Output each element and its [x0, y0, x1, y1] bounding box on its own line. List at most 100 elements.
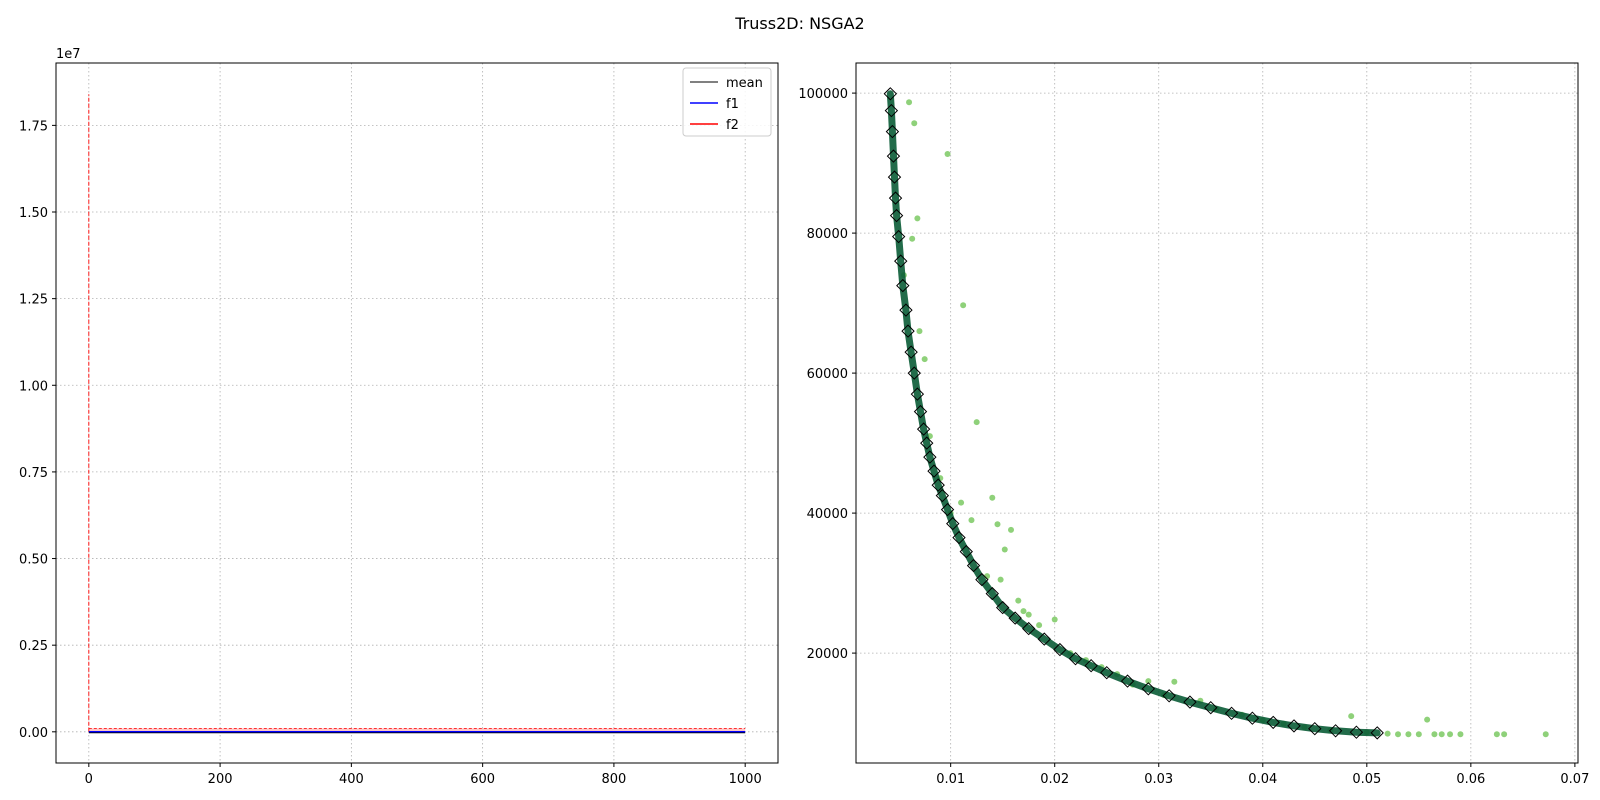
front-point — [1328, 724, 1343, 738]
front-point — [959, 544, 973, 559]
left-y-scale-label: 1e7 — [56, 47, 81, 62]
population-point — [989, 494, 996, 501]
population-point — [1051, 616, 1058, 623]
front-point — [1084, 658, 1098, 673]
left-ticks: 0 200 400 600 800 1000 0.00 0.25 0.50 0.75 1.00 1.2… — [19, 119, 762, 787]
population-point — [911, 120, 918, 127]
population-point — [960, 302, 967, 309]
population-point — [1438, 731, 1445, 738]
left-series-area — [88, 94, 746, 734]
x-tick-label: 400 — [339, 772, 364, 787]
x-tick-label: 200 — [208, 772, 233, 787]
figure-title: Truss2D: NSGA2 — [734, 14, 864, 33]
front-point — [1183, 695, 1197, 709]
front-point — [1349, 725, 1364, 739]
front-point — [1008, 611, 1022, 625]
population-point — [958, 499, 965, 506]
front-point — [1162, 689, 1176, 703]
front-point — [1204, 700, 1218, 715]
right-grid — [856, 63, 1578, 763]
legend-label-f2: f2 — [726, 118, 739, 133]
population-point — [906, 99, 913, 106]
legend-box — [682, 67, 772, 137]
population-point — [1171, 678, 1178, 685]
population-point — [1542, 731, 1549, 738]
population-point — [1405, 731, 1412, 738]
population-point — [916, 328, 923, 335]
pareto-scatter-chart: 0.01 0.02 0.03 0.04 0.05 0.06 0.07 20000 40000 60… — [798, 62, 1589, 787]
front-point — [910, 387, 925, 401]
right-ticks: 0.01 0.02 0.03 0.04 0.05 0.06 0.07 20000 40000 60… — [798, 87, 1589, 787]
population-point — [1431, 731, 1438, 738]
x-tick-label: 0 — [85, 772, 93, 787]
front-point — [896, 278, 910, 293]
legend-label-mean: mean — [726, 76, 763, 91]
population-point — [1036, 622, 1043, 629]
population-point — [973, 419, 980, 426]
population-point — [914, 215, 921, 222]
y-tick-label: 60000 — [807, 367, 848, 382]
legend-label-f1: f1 — [726, 97, 739, 112]
front-point — [952, 530, 966, 545]
front-point — [913, 404, 928, 419]
population-point — [909, 235, 916, 242]
population-point — [1457, 731, 1464, 738]
front-point — [907, 366, 921, 380]
x-tick-label: 0.05 — [1352, 772, 1381, 787]
population-point — [1025, 611, 1032, 618]
front-point — [1053, 642, 1067, 657]
front-point — [923, 450, 937, 464]
left-legend: mean f1 f2 — [682, 67, 772, 137]
x-tick-label: 0.02 — [1040, 772, 1069, 787]
right-axes-frame — [855, 62, 1579, 764]
y-tick-label: 1.25 — [19, 293, 48, 308]
front-point — [885, 124, 900, 139]
x-tick-label: 0.07 — [1560, 772, 1589, 787]
population-point — [1008, 526, 1015, 533]
f2-band — [88, 728, 746, 732]
front-point — [884, 103, 899, 118]
front-point — [920, 436, 934, 450]
front-point — [888, 191, 903, 205]
front-point — [1308, 721, 1322, 736]
population-point — [944, 151, 951, 157]
front-point — [995, 600, 1010, 615]
y-tick-label: 0.00 — [19, 726, 48, 741]
front-point — [891, 229, 906, 244]
front-point — [886, 149, 901, 163]
front-point — [931, 478, 945, 492]
population-point — [1493, 731, 1500, 738]
y-tick-label: 0.75 — [19, 466, 48, 481]
y-tick-label: 0.50 — [19, 553, 48, 568]
front-point — [894, 254, 908, 268]
pareto-front-points — [883, 87, 1384, 740]
front-point — [1120, 674, 1135, 688]
population-point — [1015, 597, 1022, 604]
population-point — [997, 576, 1004, 583]
front-point — [1224, 706, 1239, 721]
population-point — [1424, 716, 1431, 723]
front-point — [889, 208, 904, 223]
front-point — [940, 502, 955, 517]
front-trail — [886, 90, 1381, 737]
population-point — [968, 517, 975, 524]
y-tick-label: 40000 — [807, 507, 848, 522]
front-point — [899, 303, 913, 317]
y-tick-label: 100000 — [798, 87, 848, 102]
front-point — [901, 324, 915, 338]
y-tick-label: 1.75 — [19, 119, 48, 134]
front-point — [1037, 632, 1052, 646]
x-tick-label: 600 — [470, 772, 495, 787]
front-point — [1370, 726, 1384, 740]
population-point — [1020, 608, 1027, 615]
front-point — [935, 488, 950, 503]
front-point — [975, 572, 989, 587]
front-point — [1287, 719, 1301, 733]
population-point — [1447, 731, 1454, 738]
population-point — [994, 521, 1001, 528]
x-tick-label: 0.06 — [1456, 772, 1485, 787]
front-point — [1266, 715, 1280, 730]
y-tick-label: 1.00 — [19, 379, 48, 394]
x-tick-label: 1000 — [729, 772, 762, 787]
